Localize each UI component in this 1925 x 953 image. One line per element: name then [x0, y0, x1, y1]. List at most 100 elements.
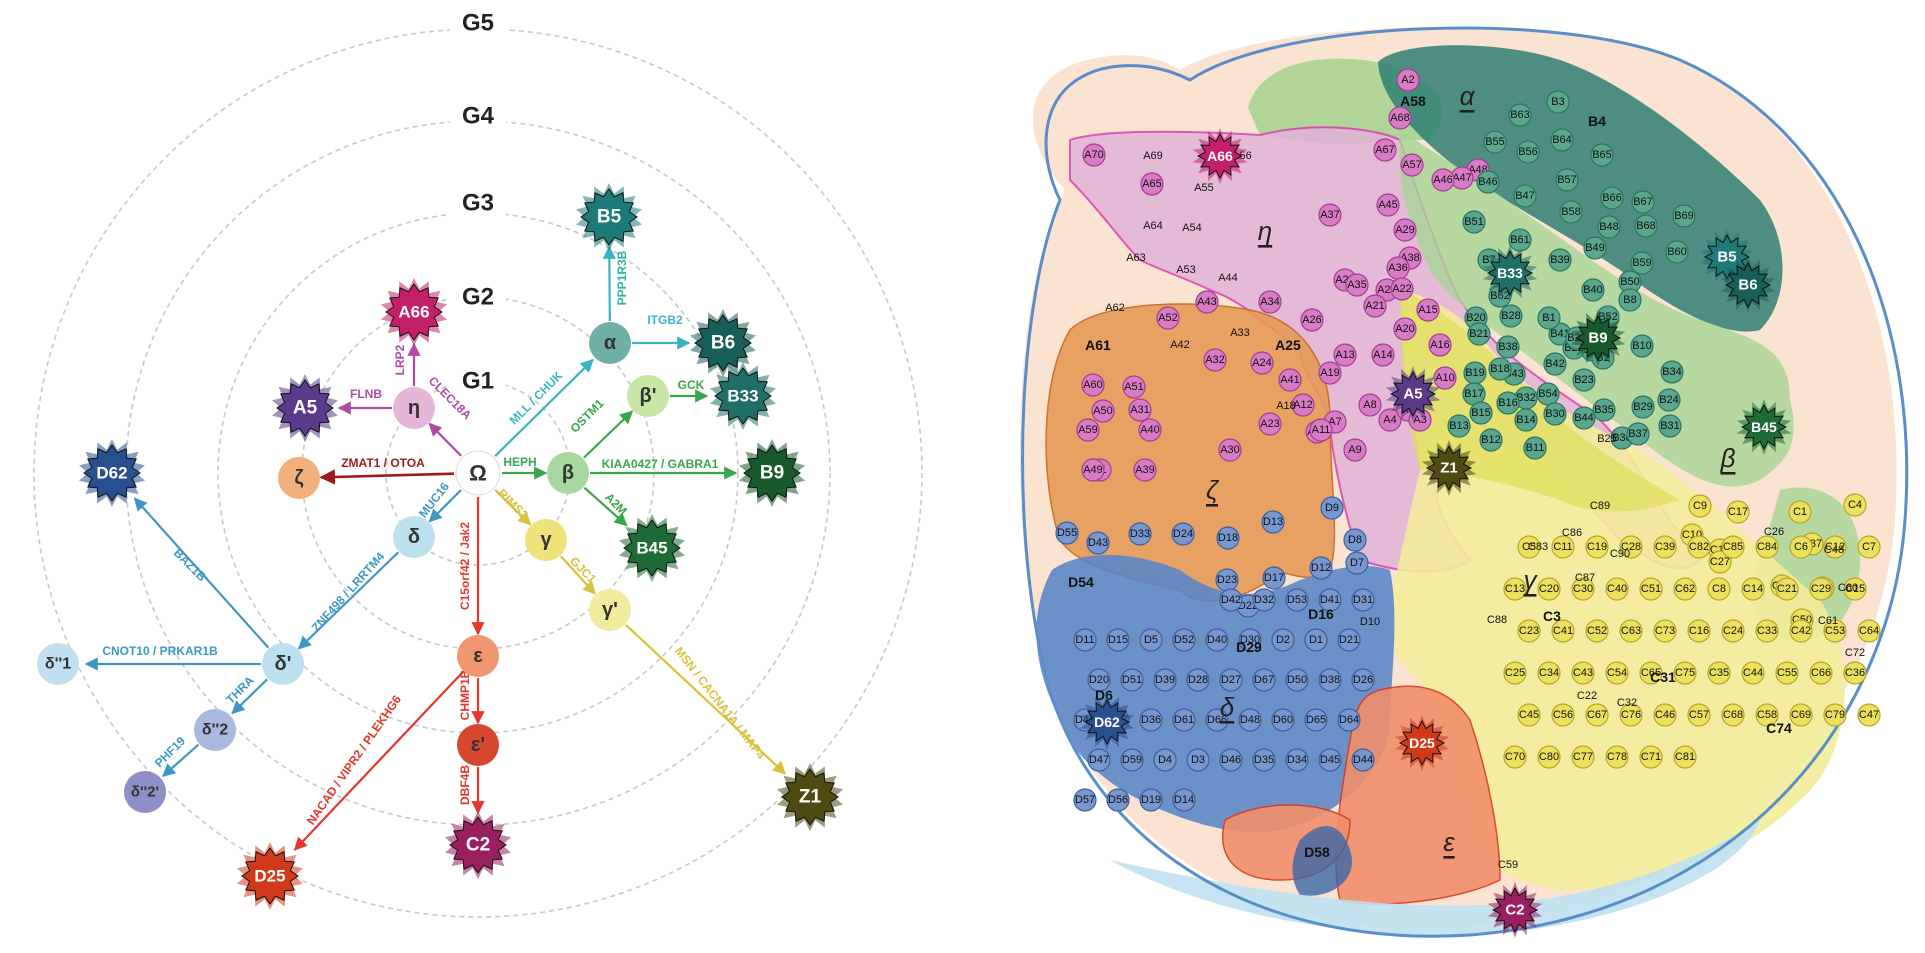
dot-circle [1195, 290, 1219, 314]
dot-label: C29 [1811, 583, 1831, 595]
dot-circle [1634, 214, 1658, 238]
dot-circle [1673, 745, 1697, 769]
dot-circle [1120, 668, 1144, 692]
dot-label: B21 [1469, 328, 1489, 340]
dot-label: B12 [1481, 434, 1501, 446]
dot-B-B13: B13 [1447, 414, 1471, 438]
label-C22: C22 [1577, 690, 1597, 702]
dot-C-C65: C65 [1639, 661, 1663, 685]
dot-circle [1186, 668, 1210, 692]
node-circle [547, 452, 589, 494]
dot-B-B15: B15 [1469, 401, 1493, 425]
dot-B-B61: B61 [1508, 228, 1532, 252]
ring-label-bg [450, 366, 506, 396]
star-label: A5 [1403, 386, 1422, 403]
dot-circle [1156, 306, 1180, 330]
dot-label: A11 [1312, 424, 1331, 436]
dot-label: A9 [1348, 444, 1361, 456]
region-epsilon [1335, 685, 1501, 905]
dot-C-C21: C21 [1775, 577, 1799, 601]
dot-circle [1203, 348, 1227, 372]
dot-A-A37: A37 [1318, 203, 1342, 227]
dot-circle [1483, 130, 1507, 154]
dot-circle [1543, 402, 1567, 426]
dot-circle [1396, 68, 1420, 92]
dot-circle [1091, 399, 1115, 423]
dot-B-B48: B48 [1597, 215, 1621, 239]
star-label: B45 [1751, 419, 1777, 435]
dot-A-A15: A15 [1416, 298, 1440, 322]
dot-B-B16: B16 [1496, 391, 1520, 415]
dot-circle [1721, 535, 1745, 559]
dot-circle [1571, 661, 1595, 685]
dot-label: D32 [1254, 594, 1274, 606]
dot-label: B14 [1516, 414, 1536, 426]
dot-label: D40 [1207, 634, 1227, 646]
dot-label: B59 [1632, 257, 1652, 269]
dot-circle [1393, 317, 1417, 341]
dot-circle [1087, 748, 1111, 772]
label-C88: C88 [1487, 614, 1507, 626]
dot-circle [1585, 535, 1609, 559]
dot-label: A32 [1205, 354, 1225, 366]
dot-circle [1775, 661, 1799, 685]
dot-label: D64 [1339, 714, 1359, 726]
dot-B-B21: B21 [1467, 322, 1491, 346]
dot-A-A30: A30 [1218, 438, 1242, 462]
star-label: D62 [1094, 714, 1120, 730]
dot-circle [1345, 273, 1369, 297]
dot-circle [1373, 138, 1397, 162]
dot-circle [1285, 748, 1309, 772]
dot-label: A16 [1430, 339, 1450, 351]
dot-B-B49: B49 [1583, 236, 1607, 260]
label-A33: A33 [1230, 327, 1250, 339]
dot-D-D34: D34 [1285, 748, 1309, 772]
dot-label: B51 [1464, 216, 1484, 228]
dot-circle [1371, 343, 1395, 367]
dot-label: D39 [1155, 674, 1175, 686]
dot-D-D42: D42 [1219, 588, 1243, 612]
dot-C-C12: C12 [1823, 535, 1847, 559]
ring-label-G5: G5 [462, 10, 494, 37]
dot-circle [1139, 628, 1163, 652]
dot-circle [1252, 668, 1276, 692]
dot-D-D47: D47 [1087, 748, 1111, 772]
dot-A-A52: A52 [1156, 306, 1180, 330]
dot-D-D2: D2 [1271, 628, 1295, 652]
dot-D-D56: D56 [1106, 788, 1130, 812]
dot-D-D64: D64 [1337, 708, 1361, 732]
dot-circle [1153, 668, 1177, 692]
dot-circle [1789, 619, 1813, 643]
dot-label: C65 [1641, 667, 1661, 679]
dot-label: A49 [1083, 464, 1103, 476]
dot-circle [1857, 535, 1881, 559]
dot-label: A37 [1320, 209, 1340, 221]
dot-circle [1172, 788, 1196, 812]
dot-label: B65 [1592, 149, 1612, 161]
dot-C-C47: C47 [1857, 703, 1881, 727]
dot-C-C80: C80 [1537, 745, 1561, 769]
node-betap: β' [627, 375, 669, 417]
dot-circle [1447, 414, 1471, 438]
dot-circle [1619, 535, 1643, 559]
dot-label: B47 [1515, 190, 1535, 202]
label-C90: C90 [1610, 548, 1630, 560]
dot-label: A15 [1418, 304, 1438, 316]
label-A55: A55 [1194, 182, 1214, 194]
dot-C-C28: C28 [1619, 535, 1643, 559]
dot-label: B44 [1574, 412, 1594, 424]
dot-A-A11: A11 [1309, 418, 1333, 442]
dot-B-B57: B57 [1555, 168, 1579, 192]
dot-D-D14: D14 [1172, 788, 1196, 812]
star-shape [1398, 719, 1446, 767]
bold-label-B4: B4 [1588, 113, 1606, 129]
dot-B-B10: B10 [1630, 334, 1654, 358]
dot-D-D17: D17 [1262, 566, 1286, 590]
dot-label: C36 [1845, 667, 1865, 679]
dot-D-D39: D39 [1153, 668, 1177, 692]
dot-circle [1555, 168, 1579, 192]
dot-circle [1823, 619, 1847, 643]
dot-label: A13 [1335, 349, 1355, 361]
star-shape [449, 816, 507, 874]
